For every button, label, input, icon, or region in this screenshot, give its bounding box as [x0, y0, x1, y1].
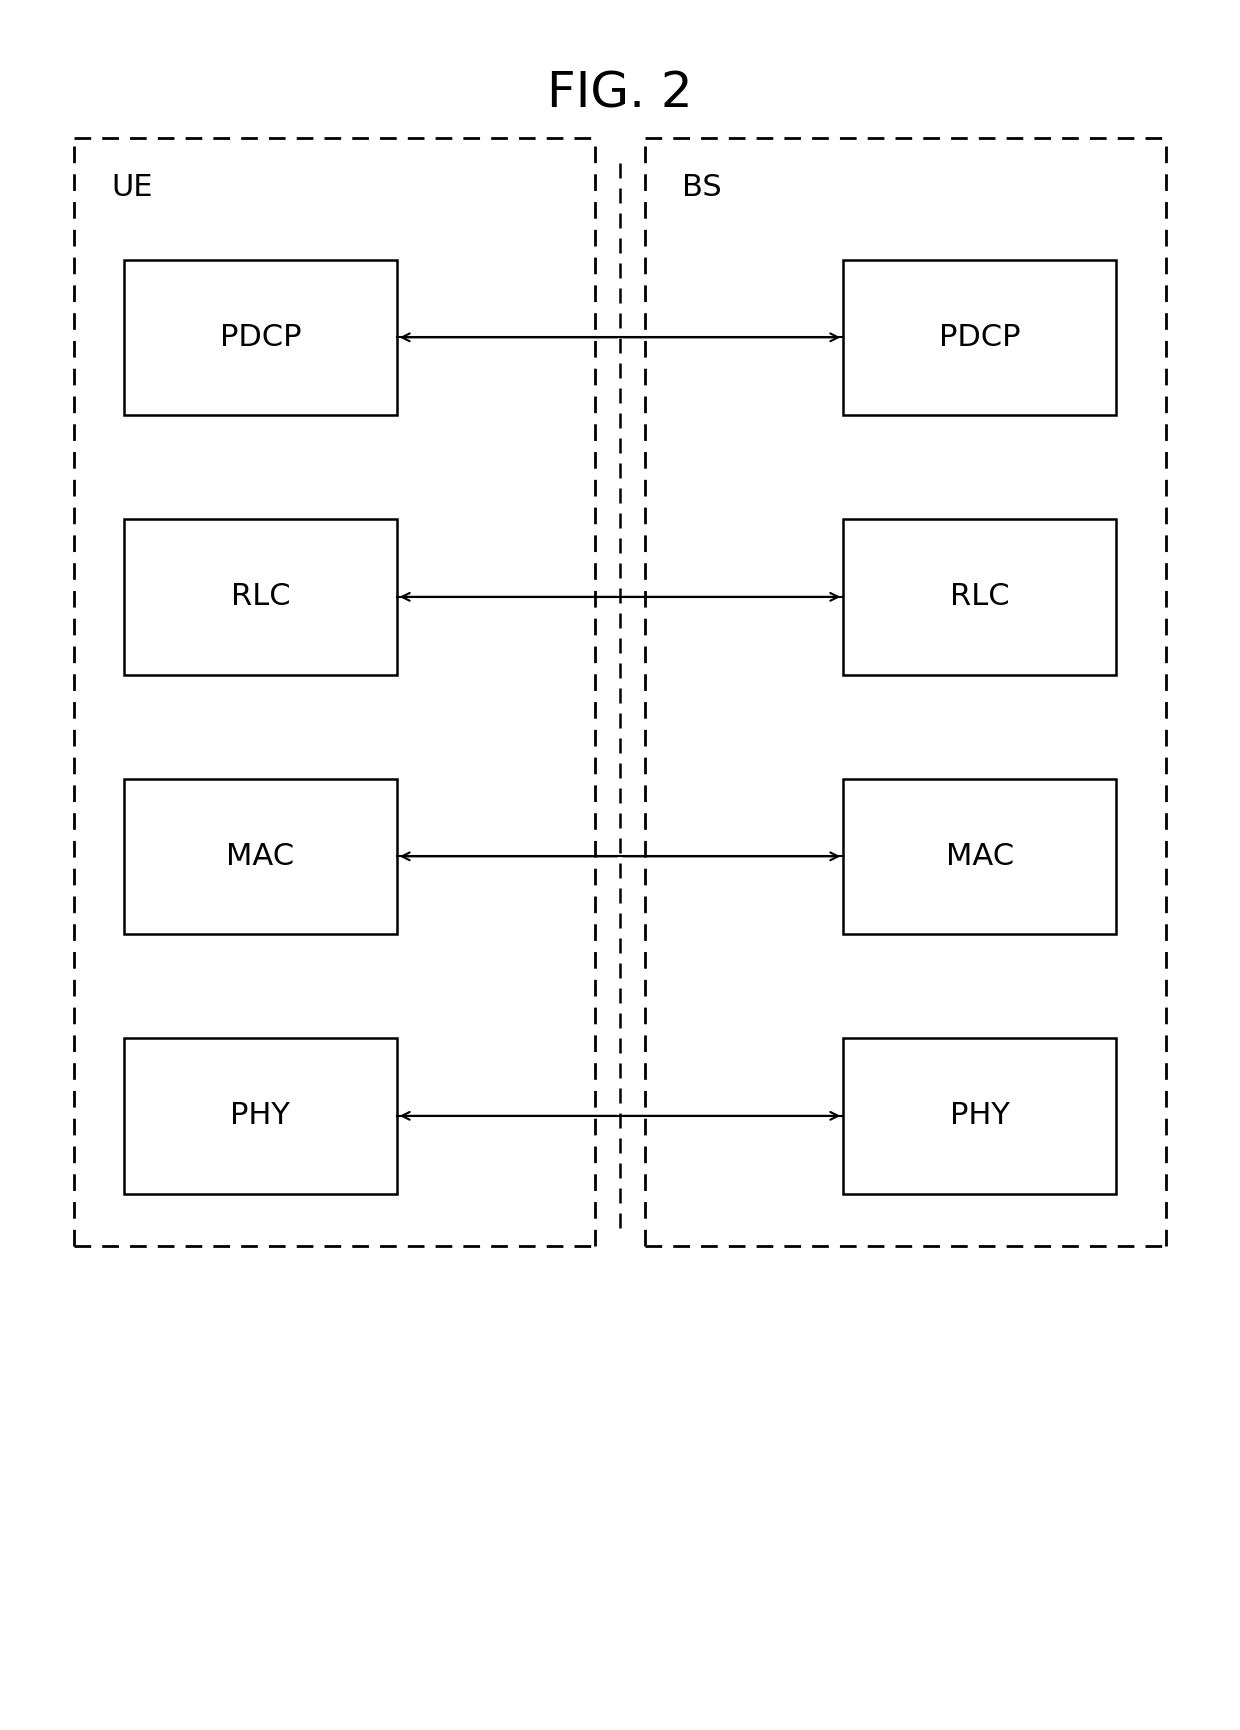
Text: MAC: MAC [227, 843, 294, 870]
Bar [124, 519, 397, 675]
Text: PDCP: PDCP [939, 324, 1021, 351]
Text: RLC: RLC [950, 583, 1009, 611]
Text: PHY: PHY [231, 1102, 290, 1130]
Text: PHY: PHY [950, 1102, 1009, 1130]
Text: PDCP: PDCP [219, 324, 301, 351]
Text: MAC: MAC [946, 843, 1013, 870]
Text: BS: BS [682, 173, 722, 202]
Bar [843, 778, 1116, 934]
Bar [843, 519, 1116, 675]
Bar [124, 778, 397, 934]
Bar [843, 260, 1116, 415]
Bar [124, 260, 397, 415]
Bar [843, 1038, 1116, 1194]
Text: FIG. 2: FIG. 2 [547, 69, 693, 118]
Text: UE: UE [112, 173, 153, 202]
Text: RLC: RLC [231, 583, 290, 611]
Bar [124, 1038, 397, 1194]
